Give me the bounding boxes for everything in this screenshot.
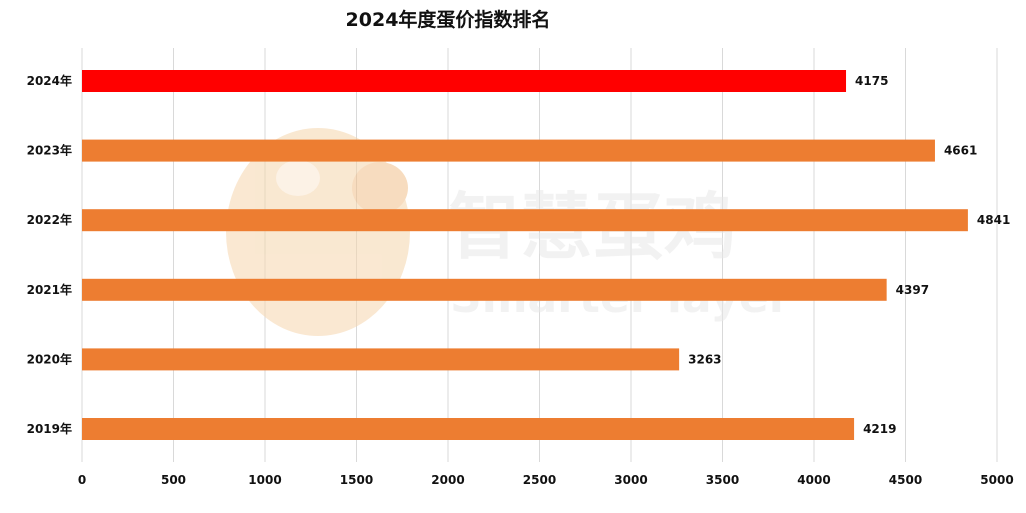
bar — [82, 418, 855, 440]
x-tick-label: 0 — [78, 473, 86, 487]
x-tick-label: 4000 — [797, 473, 830, 487]
data-labels: 4175 4661 4841 4397 3263 4219 — [688, 74, 1010, 436]
bar — [82, 348, 680, 371]
category-label: 2022年 — [27, 212, 72, 227]
x-tick-label: 3000 — [614, 473, 647, 487]
data-label: 3263 — [688, 352, 721, 366]
x-tick-label: 2000 — [431, 473, 464, 487]
x-tick-label: 1000 — [248, 473, 281, 487]
bar-series — [82, 70, 968, 440]
category-label: 2019年 — [27, 421, 72, 436]
bar — [82, 278, 887, 301]
x-axis-ticks: 0 500 1000 1500 2000 2500 3000 3500 4000 4500 5000 — [78, 473, 1014, 487]
category-labels: 2024年 2023年 2022年 2021年 2020年 2019年 — [27, 73, 72, 436]
grid-lines — [81, 48, 998, 462]
data-label: 4841 — [977, 213, 1010, 227]
category-label: 2021年 — [27, 282, 72, 297]
data-label: 4219 — [863, 422, 896, 436]
bar — [82, 70, 847, 92]
category-label: 2024年 — [27, 73, 72, 88]
data-label: 4661 — [944, 144, 977, 158]
x-tick-label: 500 — [161, 473, 186, 487]
bar — [82, 209, 968, 232]
chart-title: 2024年度蛋价指数排名 — [346, 8, 551, 31]
bar — [82, 139, 935, 162]
x-tick-label: 5000 — [980, 473, 1013, 487]
category-label: 2020年 — [27, 351, 72, 366]
watermark-chick-icon — [352, 162, 408, 214]
x-tick-label: 1500 — [340, 473, 373, 487]
x-tick-label: 3500 — [706, 473, 739, 487]
watermark-egg-highlight — [276, 160, 320, 196]
category-label: 2023年 — [27, 143, 72, 158]
data-label: 4175 — [855, 74, 888, 88]
x-tick-label: 2500 — [523, 473, 556, 487]
x-tick-label: 4500 — [889, 473, 922, 487]
data-label: 4397 — [896, 283, 929, 297]
